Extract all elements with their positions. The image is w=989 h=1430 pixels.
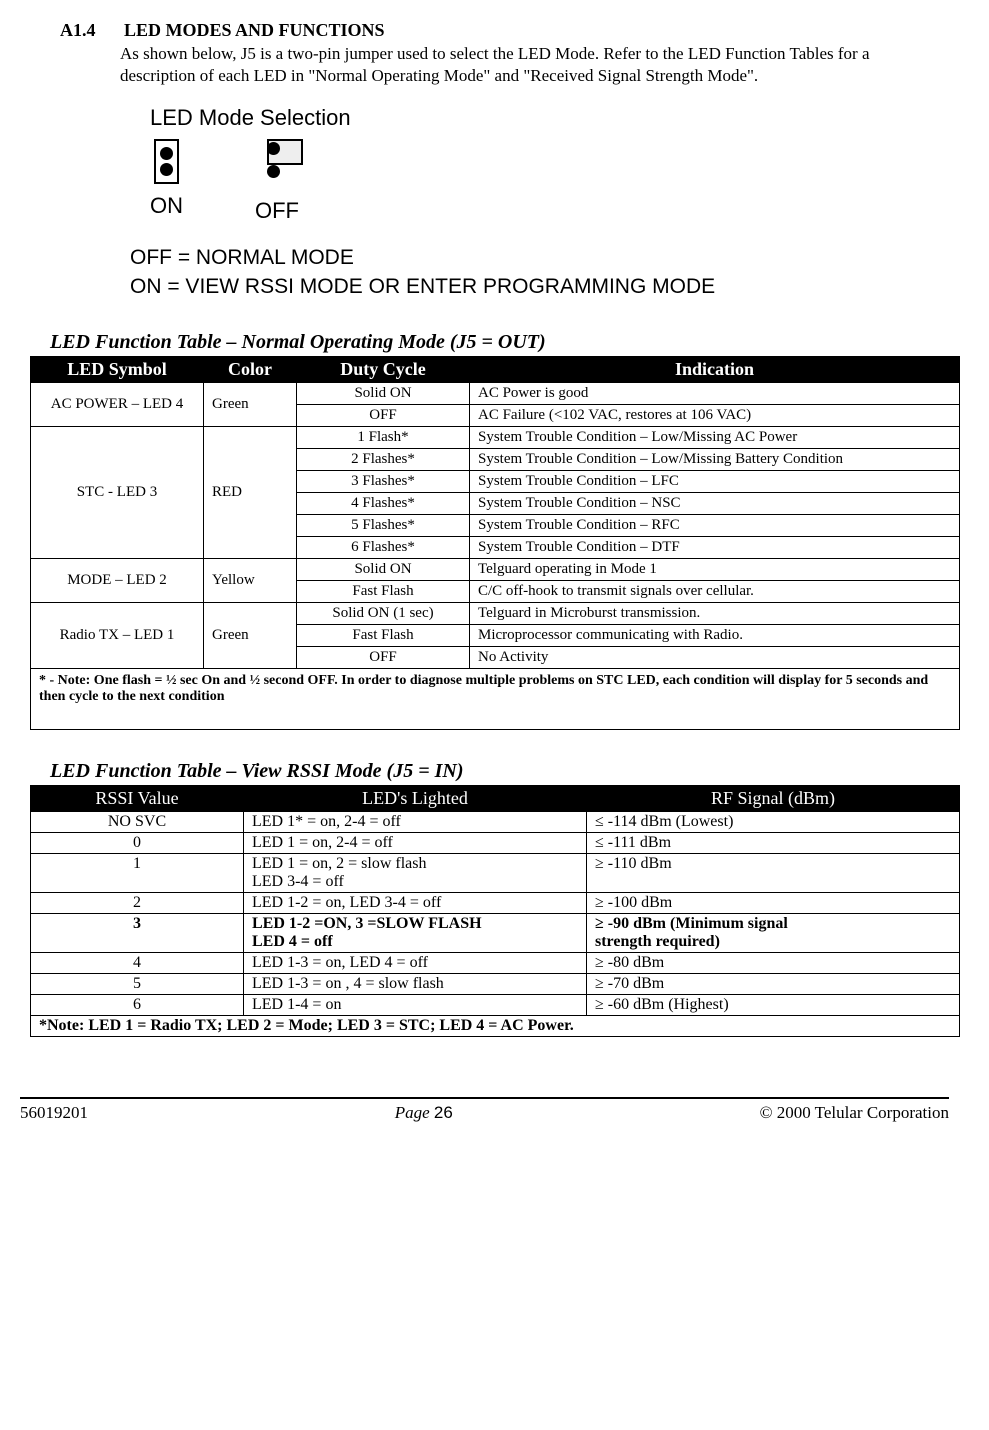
table-row: MODE – LED 2YellowSolid ONTelguard opera… — [31, 558, 960, 580]
cell-rssi-value: NO SVC — [31, 811, 244, 832]
cell-leds-lighted: LED 1* = on, 2-4 = off — [244, 811, 587, 832]
th-leds: LED's Lighted — [244, 785, 587, 811]
th-led-symbol: LED Symbol — [31, 356, 204, 382]
cell-color: Green — [204, 382, 297, 426]
cell-indication: AC Power is good — [470, 382, 960, 404]
table-row: 2LED 1-2 = on, LED 3-4 = off≥ -100 dBm — [31, 892, 960, 913]
jumper-on-icon — [154, 139, 179, 184]
cell-indication: System Trouble Condition – LFC — [470, 470, 960, 492]
cell-leds-lighted: LED 1-3 = on , 4 = slow flash — [244, 973, 587, 994]
table2-title: LED Function Table – View RSSI Mode (J5 … — [50, 760, 949, 783]
table-row: 6LED 1-4 = on≥ -60 dBm (Highest) — [31, 994, 960, 1015]
cell-rf-signal: ≤ -111 dBm — [587, 832, 960, 853]
cell-rf-signal: ≥ -70 dBm — [587, 973, 960, 994]
cell-indication: Telguard operating in Mode 1 — [470, 558, 960, 580]
table-row: 3LED 1-2 =ON, 3 =SLOW FLASH LED 4 = off≥… — [31, 913, 960, 952]
jumper-off-icon — [253, 139, 301, 189]
cell-color: Green — [204, 602, 297, 668]
cell-duty: Fast Flash — [297, 580, 470, 602]
cell-rssi-value: 1 — [31, 853, 244, 892]
cell-indication: C/C off-hook to transmit signals over ce… — [470, 580, 960, 602]
cell-duty: 6 Flashes* — [297, 536, 470, 558]
cell-indication: System Trouble Condition – Low/Missing B… — [470, 448, 960, 470]
cell-indication: System Trouble Condition – NSC — [470, 492, 960, 514]
cell-duty: 2 Flashes* — [297, 448, 470, 470]
table-row: 5LED 1-3 = on , 4 = slow flash≥ -70 dBm — [31, 973, 960, 994]
table-row: 0LED 1 = on, 2-4 = off≤ -111 dBm — [31, 832, 960, 853]
cell-duty: 4 Flashes* — [297, 492, 470, 514]
cell-color: Yellow — [204, 558, 297, 602]
th-rssi: RSSI Value — [31, 785, 244, 811]
jumper-diagram: ON OFF — [150, 139, 949, 224]
th-indication: Indication — [470, 356, 960, 382]
cell-led-symbol: MODE – LED 2 — [31, 558, 204, 602]
cell-led-symbol: STC - LED 3 — [31, 426, 204, 558]
cell-duty: OFF — [297, 404, 470, 426]
table-row: Radio TX – LED 1GreenSolid ON (1 sec)Tel… — [31, 602, 960, 624]
th-rf: RF Signal (dBm) — [587, 785, 960, 811]
cell-duty: 3 Flashes* — [297, 470, 470, 492]
cell-duty: OFF — [297, 646, 470, 668]
cell-duty: 1 Flash* — [297, 426, 470, 448]
cell-rssi-value: 2 — [31, 892, 244, 913]
th-duty: Duty Cycle — [297, 356, 470, 382]
cell-duty: Solid ON — [297, 558, 470, 580]
section-title: LED MODES AND FUNCTIONS — [124, 20, 385, 40]
cell-rssi-value: 5 — [31, 973, 244, 994]
cell-color: RED — [204, 426, 297, 558]
section-number: A1.4 — [60, 20, 120, 41]
cell-indication: System Trouble Condition – DTF — [470, 536, 960, 558]
table-row: 4LED 1-3 = on, LED 4 = off≥ -80 dBm — [31, 952, 960, 973]
cell-rf-signal: ≥ -100 dBm — [587, 892, 960, 913]
cell-indication: Telguard in Microburst transmission. — [470, 602, 960, 624]
cell-rf-signal: ≥ -110 dBm — [587, 853, 960, 892]
cell-indication: Microprocessor communicating with Radio. — [470, 624, 960, 646]
cell-rssi-value: 0 — [31, 832, 244, 853]
cell-rf-signal: ≤ -114 dBm (Lowest) — [587, 811, 960, 832]
cell-rf-signal: ≥ -90 dBm (Minimum signal strength requi… — [587, 913, 960, 952]
cell-leds-lighted: LED 1-4 = on — [244, 994, 587, 1015]
footer-left: 56019201 — [20, 1103, 88, 1123]
cell-duty: Solid ON (1 sec) — [297, 602, 470, 624]
led-mode-heading: LED Mode Selection — [150, 105, 949, 131]
jumper-off-label: OFF — [253, 198, 301, 224]
footer-center: Page 26 — [395, 1103, 453, 1123]
cell-rssi-value: 3 — [31, 913, 244, 952]
cell-leds-lighted: LED 1-2 =ON, 3 =SLOW FLASH LED 4 = off — [244, 913, 587, 952]
cell-led-symbol: AC POWER – LED 4 — [31, 382, 204, 426]
cell-rssi-value: 6 — [31, 994, 244, 1015]
cell-leds-lighted: LED 1 = on, 2 = slow flash LED 3-4 = off — [244, 853, 587, 892]
table-row: AC POWER – LED 4GreenSolid ONAC Power is… — [31, 382, 960, 404]
cell-rf-signal: ≥ -60 dBm (Highest) — [587, 994, 960, 1015]
th-color: Color — [204, 356, 297, 382]
table-row: 1LED 1 = on, 2 = slow flash LED 3-4 = of… — [31, 853, 960, 892]
cell-leds-lighted: LED 1 = on, 2-4 = off — [244, 832, 587, 853]
cell-leds-lighted: LED 1-2 = on, LED 3-4 = off — [244, 892, 587, 913]
cell-leds-lighted: LED 1-3 = on, LED 4 = off — [244, 952, 587, 973]
cell-duty: 5 Flashes* — [297, 514, 470, 536]
cell-indication: No Activity — [470, 646, 960, 668]
table-row: STC - LED 3RED1 Flash*System Trouble Con… — [31, 426, 960, 448]
mode-description: OFF = NORMAL MODE ON = VIEW RSSI MODE OR… — [130, 244, 949, 301]
intro-text: As shown below, J5 is a two-pin jumper u… — [120, 43, 949, 87]
table-normal-mode: LED Symbol Color Duty Cycle Indication A… — [30, 356, 960, 730]
cell-duty: Solid ON — [297, 382, 470, 404]
cell-rf-signal: ≥ -80 dBm — [587, 952, 960, 973]
footer-right: © 2000 Telular Corporation — [760, 1103, 949, 1123]
cell-duty: Fast Flash — [297, 624, 470, 646]
table2-note: *Note: LED 1 = Radio TX; LED 2 = Mode; L… — [31, 1015, 960, 1036]
jumper-on-label: ON — [150, 193, 183, 219]
cell-led-symbol: Radio TX – LED 1 — [31, 602, 204, 668]
table1-note: * - Note: One flash = ½ sec On and ½ sec… — [31, 668, 960, 729]
cell-indication: AC Failure (<102 VAC, restores at 106 VA… — [470, 404, 960, 426]
table-rssi-mode: RSSI Value LED's Lighted RF Signal (dBm)… — [30, 785, 960, 1037]
page-footer: 56019201 Page 26 © 2000 Telular Corporat… — [20, 1097, 949, 1123]
cell-indication: System Trouble Condition – Low/Missing A… — [470, 426, 960, 448]
table1-title: LED Function Table – Normal Operating Mo… — [50, 331, 949, 354]
cell-rssi-value: 4 — [31, 952, 244, 973]
cell-indication: System Trouble Condition – RFC — [470, 514, 960, 536]
table-row: NO SVCLED 1* = on, 2-4 = off≤ -114 dBm (… — [31, 811, 960, 832]
